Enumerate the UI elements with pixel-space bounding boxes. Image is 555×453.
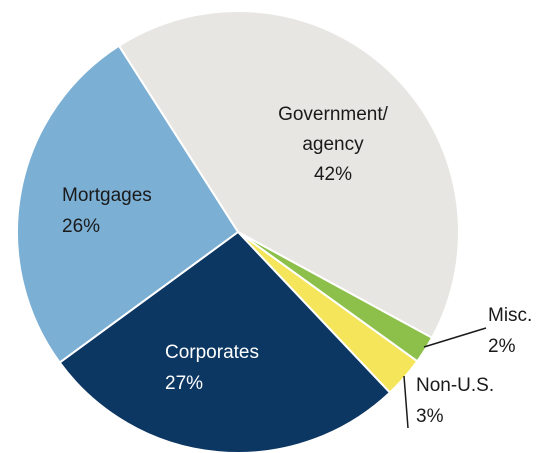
slice-label: Non-U.S. xyxy=(416,375,494,396)
slice-label: Government/agency xyxy=(278,104,389,155)
slice-label: Mortgages xyxy=(62,185,152,206)
slice-value-label: 2% xyxy=(488,336,516,357)
slice-label: Corporates xyxy=(165,342,259,363)
slice-value-label: 3% xyxy=(416,406,444,427)
leader-line xyxy=(423,327,487,348)
slice-value-label: 27% xyxy=(165,373,203,394)
pie-slice xyxy=(117,10,460,340)
pie-slice xyxy=(16,44,240,364)
slice-value-label: 42% xyxy=(314,164,352,185)
slice-value-label: 26% xyxy=(62,216,100,237)
slice-label-line: Government/ xyxy=(278,104,389,125)
leader-line xyxy=(403,375,409,429)
pie-slice xyxy=(58,230,392,453)
slice-label: Misc. xyxy=(488,305,532,326)
slice-label-line: agency xyxy=(302,134,364,155)
